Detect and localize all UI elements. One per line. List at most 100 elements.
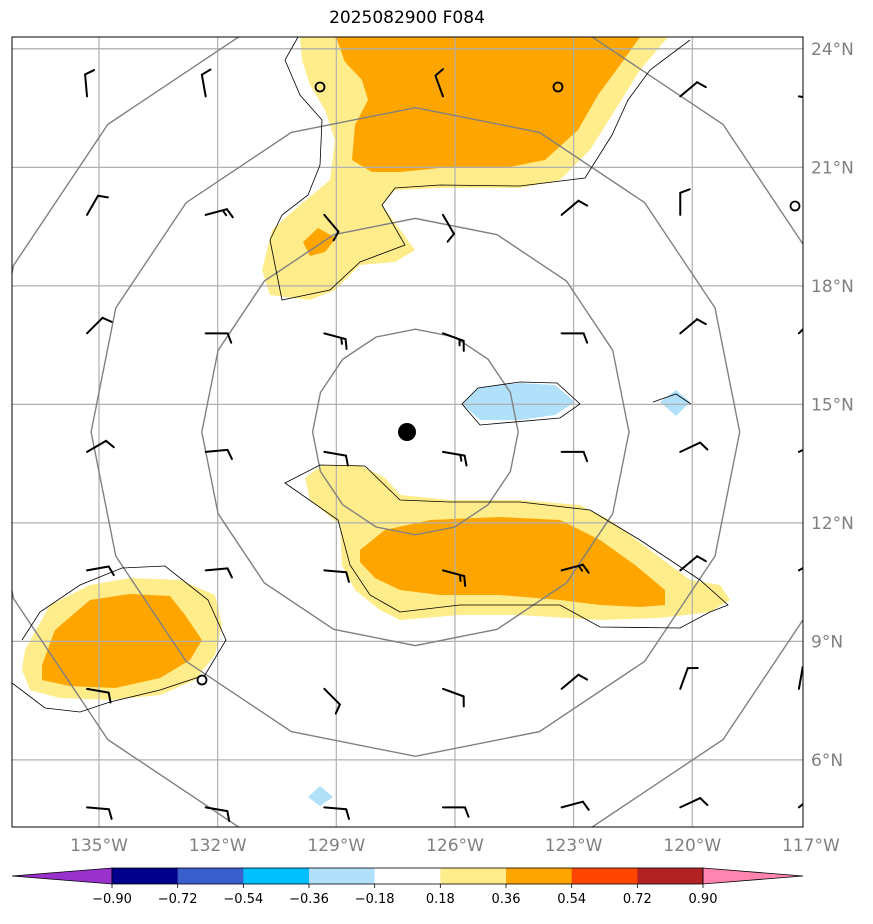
wind-barb [86, 687, 112, 704]
colorbar-label: 0.36 [492, 892, 521, 907]
longitude-labels: 135°W 132°W 129°W 126°W 123°W 120°W 117°W [70, 836, 840, 856]
wind-barb [797, 327, 803, 335]
wind-barb [204, 567, 233, 579]
map-frame [11, 36, 804, 828]
longitude-label: 129°W [307, 836, 365, 856]
wind-barb [679, 441, 709, 453]
wind-barb [679, 667, 699, 690]
wind-barb [441, 213, 455, 243]
positive-field-north-strong [336, 37, 640, 172]
contour-west [12, 565, 227, 713]
contour-lines [12, 37, 729, 713]
latitude-label: 15°N [811, 395, 854, 415]
wind-barb [434, 68, 445, 98]
wind-barb [86, 194, 109, 216]
graticule [12, 37, 803, 827]
wind-barb [797, 802, 803, 809]
colorbar-segment [506, 868, 572, 884]
range-ring [201, 217, 630, 647]
wind-barb [204, 208, 234, 219]
wind-barb [323, 213, 340, 242]
wind-barb [323, 687, 341, 715]
wind-barb [204, 806, 231, 822]
colorbar-extend-low [11, 867, 113, 885]
negative-field-south-small [308, 786, 333, 806]
range-ring [12, 37, 803, 827]
wind-barb [204, 332, 233, 344]
colorbar-label: 0.18 [426, 892, 455, 907]
latitude-label: 24°N [811, 40, 854, 60]
wind-barb [679, 555, 707, 572]
longitude-label: 120°W [663, 836, 721, 856]
colorbar-segment [177, 868, 244, 884]
wind-barb [560, 800, 590, 811]
wind-barb [84, 69, 96, 98]
contour-south [284, 464, 729, 629]
map-title: 2025082900 F084 [329, 8, 485, 28]
negative-field-east-small [660, 390, 690, 416]
latitude-label: 6°N [811, 751, 843, 771]
latitude-labels: 24°N 21°N 18°N 15°N 12°N 9°N 6°N [811, 40, 854, 771]
colorbar-segment [571, 868, 638, 884]
calm-wind-markers [196, 81, 801, 686]
wind-barb [323, 450, 349, 467]
wind-barb [441, 806, 470, 818]
wind-barb [797, 666, 803, 690]
wind-barb [441, 569, 467, 587]
longitude-label: 123°W [545, 836, 603, 856]
positive-field-south-strong [360, 517, 665, 607]
range-rings [12, 37, 803, 827]
colorbar-label: −0.90 [92, 892, 132, 907]
colorbar-segment [637, 868, 704, 884]
latitude-label: 18°N [811, 277, 854, 297]
negative-field-east-center [462, 383, 575, 420]
latitude-label: 9°N [811, 632, 843, 652]
contour-north [269, 37, 691, 301]
wind-barb [323, 332, 348, 350]
wind-barb [86, 806, 113, 820]
contour-blue-east [652, 393, 692, 405]
wind-barb [200, 68, 212, 98]
colorbar-extend-high [702, 867, 804, 885]
wind-barb [86, 316, 113, 335]
wind-barb [560, 199, 589, 216]
wind-barb [560, 450, 589, 463]
wind-barb [86, 565, 115, 577]
range-ring [90, 106, 741, 758]
longitude-label: 126°W [426, 836, 484, 856]
wind-barb [204, 448, 233, 460]
latitude-label: 12°N [811, 514, 854, 534]
longitude-label: 117°W [782, 836, 840, 856]
wind-barb [441, 687, 465, 708]
colorbar-label: 0.72 [623, 892, 652, 907]
colorbar-outline [111, 867, 704, 885]
wind-barb [679, 81, 707, 98]
colorbar-label: 0.54 [557, 892, 586, 907]
wind-barbs [84, 68, 803, 822]
calm-marker [789, 200, 801, 212]
wind-barb [323, 569, 350, 583]
colorbar-segment [374, 868, 441, 884]
wind-barb [86, 439, 115, 453]
calm-marker [196, 674, 208, 686]
calm-marker [552, 81, 564, 93]
wind-barb [797, 566, 803, 572]
colorbar-label: −0.54 [223, 892, 263, 907]
colorbar-segment [243, 868, 310, 884]
wind-barb [323, 806, 350, 820]
wind-barb [679, 318, 707, 335]
wind-barb [797, 448, 803, 453]
colorbar-segment [112, 868, 178, 884]
wind-barb [560, 332, 589, 344]
wind-barb [679, 188, 691, 216]
wind-barb [560, 673, 589, 690]
colorbar-segment [440, 868, 507, 884]
wind-barb [679, 797, 709, 809]
calm-marker [314, 81, 326, 93]
wind-barb [441, 332, 465, 352]
wind-barb [441, 450, 468, 467]
longitude-label: 132°W [189, 836, 247, 856]
shaded-fields [22, 37, 730, 806]
colorbar-label: −0.18 [355, 892, 395, 907]
